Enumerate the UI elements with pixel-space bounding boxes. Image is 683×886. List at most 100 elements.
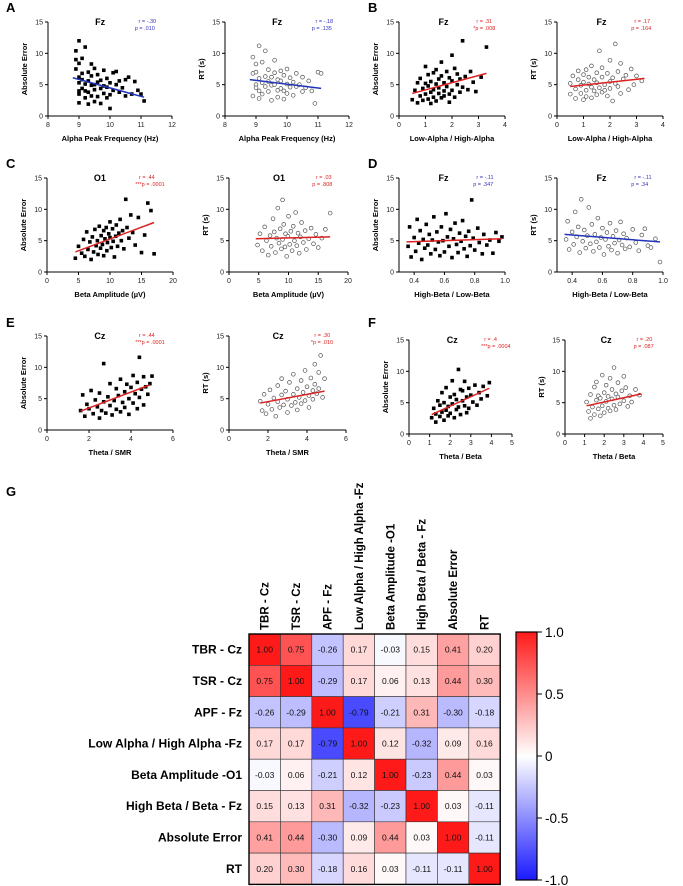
data-point xyxy=(120,228,125,233)
y-tick-label: 0 xyxy=(548,114,552,121)
heatmap-cell-fill xyxy=(437,790,470,823)
heatmap-cell-fill xyxy=(280,664,313,697)
heatmap-value: 0.15 xyxy=(256,801,273,811)
data-point xyxy=(497,239,501,244)
data-point xyxy=(460,39,465,43)
data-point xyxy=(433,247,438,252)
data-point xyxy=(482,232,486,237)
data-point xyxy=(318,71,324,76)
heatmap-value: -0.11 xyxy=(475,832,494,842)
data-point xyxy=(269,98,274,103)
data-point xyxy=(250,54,256,60)
data-point xyxy=(453,221,457,225)
x-tick-label: 2 xyxy=(450,122,454,129)
data-point xyxy=(450,88,454,93)
data-point xyxy=(281,402,286,408)
data-point xyxy=(447,100,452,105)
plot-title: Cz xyxy=(447,335,458,345)
data-point xyxy=(118,377,123,382)
correlation-r: r = .03 xyxy=(316,175,332,181)
data-point xyxy=(583,245,589,251)
heatmap-column-label: Low Alpha / High Alpha -Fz xyxy=(354,482,366,630)
heatmap-value: 0.75 xyxy=(256,676,273,686)
scatter-plot-a-error: 8 9 10 11 12 0 5 10 15 Alpha Peak Frequency (Hz) A… xyxy=(20,17,176,143)
heatmap-cell: 1.00 xyxy=(280,664,313,697)
data-point xyxy=(458,90,462,94)
heatmap-row-label: TSR - Cz xyxy=(193,674,242,688)
data-point xyxy=(631,82,637,87)
data-point xyxy=(458,412,463,417)
data-point xyxy=(630,227,635,232)
data-point xyxy=(114,223,119,227)
data-point xyxy=(293,400,298,405)
heatmap-value: -0.32 xyxy=(412,739,432,749)
scatter-plot-a-rt: 8 9 10 11 12 0 5 10 15 Alpha Peak Frequency (Hz) R… xyxy=(197,17,353,143)
data-point xyxy=(136,215,141,220)
data-point xyxy=(94,243,98,248)
x-tick-label: 6 xyxy=(171,436,175,443)
data-point xyxy=(463,234,468,239)
x-tick-label: 2 xyxy=(266,436,270,443)
data-point xyxy=(611,402,617,408)
heatmap-cell: 0.44 xyxy=(374,821,407,854)
data-point xyxy=(448,395,452,399)
x-tick-label: 4 xyxy=(129,436,133,443)
panel-letter-a: A xyxy=(6,0,16,15)
data-point xyxy=(436,91,441,96)
data-point xyxy=(626,87,631,92)
heatmap-column-label: High Beta / Beta - Fz xyxy=(417,519,429,630)
heatmap-cell: -0.11 xyxy=(468,790,501,823)
y-tick-label: 5 xyxy=(548,82,552,89)
data-point xyxy=(320,395,325,400)
data-point xyxy=(106,231,111,236)
heatmap-cell-fill xyxy=(374,790,407,823)
heatmap-row-label: High Beta / Beta - Fz xyxy=(126,799,242,813)
data-point xyxy=(438,253,442,258)
heatmap-value: -0.11 xyxy=(444,864,463,874)
data-point xyxy=(101,228,106,233)
data-point xyxy=(578,91,584,96)
heatmap-cell-fill xyxy=(437,852,470,885)
data-point xyxy=(105,96,109,100)
heatmap-cell: -0.79 xyxy=(311,727,344,760)
data-point xyxy=(418,94,422,98)
data-point xyxy=(423,64,428,69)
data-point xyxy=(450,79,454,83)
data-point xyxy=(83,45,87,49)
x-tick-label: 0 xyxy=(397,122,401,129)
x-tick-label: 3 xyxy=(622,440,626,447)
regression-line xyxy=(406,238,502,243)
x-tick-label: 3 xyxy=(477,122,481,129)
y-axis-label: RT (s) xyxy=(529,214,538,236)
heatmap-value: -0.11 xyxy=(412,864,431,874)
x-tick-label: 11 xyxy=(314,122,321,129)
data-point xyxy=(133,79,137,84)
data-point xyxy=(301,240,306,245)
data-point xyxy=(111,88,115,93)
data-point xyxy=(455,72,460,76)
heatmap-cell: 1.00 xyxy=(374,758,407,791)
data-point xyxy=(281,73,287,78)
data-point xyxy=(466,229,471,234)
data-point xyxy=(594,239,599,245)
heatmap-cell: 0.15 xyxy=(248,790,281,823)
data-point xyxy=(653,236,658,242)
panel-letter-e: E xyxy=(6,315,15,330)
data-point xyxy=(272,70,277,76)
data-point xyxy=(604,230,610,235)
data-point xyxy=(442,89,446,93)
data-point xyxy=(135,380,140,385)
data-point xyxy=(591,88,597,94)
y-tick-label: 10 xyxy=(34,365,42,372)
data-point xyxy=(76,244,81,249)
data-point xyxy=(250,93,256,99)
y-axis-label: RT (s) xyxy=(201,214,210,236)
data-point xyxy=(472,248,477,252)
heatmap-row-label: Absolute Error xyxy=(158,830,242,844)
heatmap-value: -0.18 xyxy=(318,864,338,874)
regression-line xyxy=(72,77,145,98)
data-point xyxy=(606,244,611,249)
data-point xyxy=(256,96,262,101)
x-tick-label: 4 xyxy=(489,440,493,447)
data-point xyxy=(259,59,265,65)
